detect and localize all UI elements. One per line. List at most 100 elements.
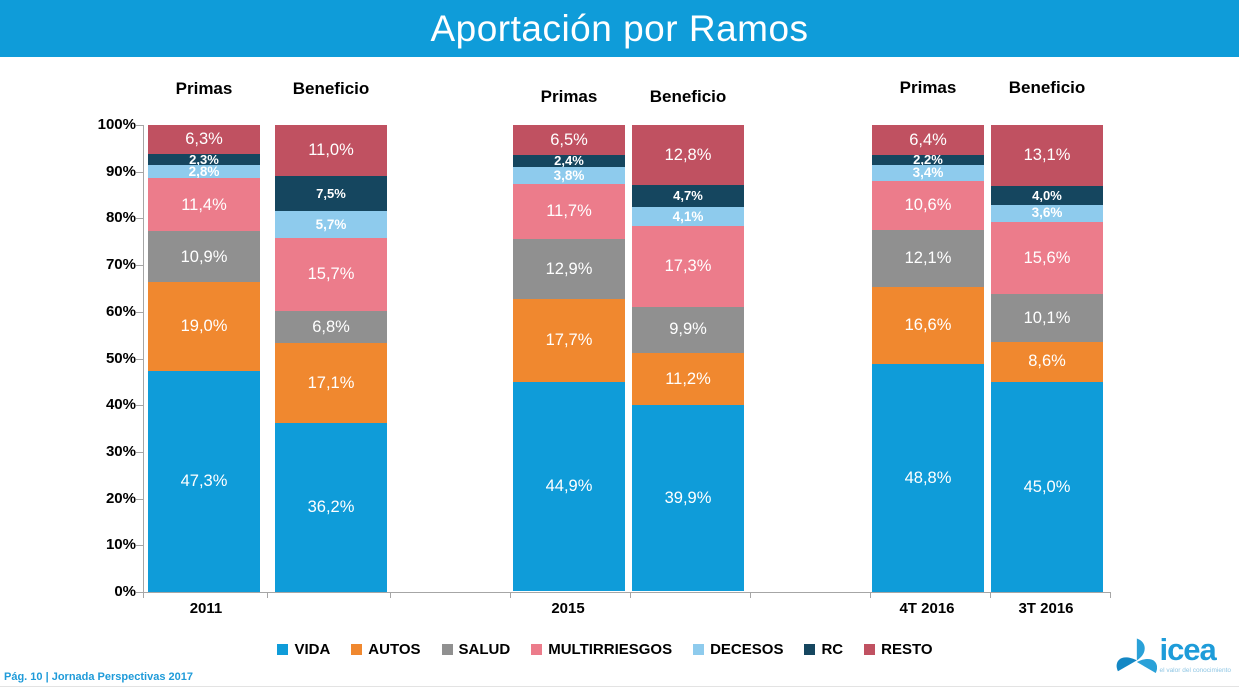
bar-header-label: Beneficio [649,87,727,106]
segment-value-label: 6,4% [909,130,947,149]
segment-value-label: 12,8% [664,145,712,164]
y-axis-tick-label: 0% [114,583,136,600]
y-axis-tick-label: 80% [105,209,136,227]
x-axis-tick [390,592,391,598]
bar-2011-primas: 6,3% 2,3% 2,8% 11,4% 10,9% 19,0% 47,3% [148,125,260,592]
legend-swatch-icon [804,644,816,655]
y-axis-tick-label: 20% [105,489,136,507]
x-axis-tick [143,592,144,598]
icea-logo-text: icea [1159,632,1216,667]
segment-value-label: 7,5% [316,186,346,202]
footer-divider [0,686,1239,687]
segment-value-label: 45,0% [1023,477,1071,496]
segment-value-label: 4,7% [673,188,703,204]
segment-value-label: 3,4% [912,165,944,181]
x-axis-category-label: 3T 2016 [1018,600,1074,617]
segment-decesos: 3,4% [872,165,984,181]
legend-swatch-icon [864,644,876,655]
icea-logo-tagline: el valor del conocimiento [1159,667,1231,674]
segment-rc: 2,4% [513,154,625,167]
x-axis-tick [1110,592,1111,598]
segment-decesos: 3,8% [513,166,625,185]
segment-vida: 45,0% [991,381,1103,592]
bar-header-label: Beneficio [292,79,370,98]
segment-value-label: 17,1% [307,373,355,392]
segment-multirriesgos: 15,7% [275,237,387,312]
segment-value-label: 15,7% [307,265,355,284]
segment-vida: 44,9% [513,381,625,592]
segment-value-label: 17,7% [545,331,593,350]
segment-value-label: 4,1% [672,208,704,224]
segment-salud: 6,8% [275,311,387,344]
segment-value-label: 44,9% [545,477,593,496]
segment-rc: 2,2% [872,152,984,168]
segment-multirriesgos: 11,7% [513,184,625,239]
segment-value-label: 11,4% [181,195,227,214]
y-axis-tick-label: 60% [105,302,136,320]
segment-decesos: 2,8% [148,163,260,179]
segment-value-label: 2,8% [188,163,220,179]
bar-header-label: Primas [899,78,957,97]
y-axis-tick [136,265,143,267]
legend-label: VIDA [294,641,331,658]
segment-rc: 4,7% [632,184,744,207]
y-axis-tick [136,218,143,220]
bar-header-label: Primas [175,79,233,98]
x-axis-tick [267,592,268,598]
segment-value-label: 4,0% [1032,188,1062,203]
legend-item-multirriesgos: MULTIRRIESGOS [531,641,672,658]
segment-value-label: 15,6% [1023,248,1071,267]
y-axis-tick [136,498,143,500]
legend-label: AUTOS [368,641,421,658]
legend-label: RESTO [881,641,933,658]
segment-autos: 17,7% [513,299,625,382]
page-title: Aportación por Ramos [430,7,809,49]
segment-autos: 19,0% [148,282,260,372]
segment-autos: 17,1% [275,343,387,423]
x-axis-tick [990,592,991,598]
segment-value-label: 3,8% [553,167,585,183]
segment-decesos: 5,7% [275,211,387,238]
y-axis-tick [136,171,143,173]
segment-salud: 12,9% [513,238,625,300]
segment-value-label: 11,2% [665,369,711,388]
legend-item-salud: SALUD [441,641,511,658]
segment-decesos: 4,1% [632,206,744,226]
x-axis-tick [510,592,511,598]
segment-value-label: 6,3% [185,130,223,149]
segment-salud: 9,9% [632,306,744,353]
segment-resto: 6,3% [148,125,260,155]
legend-swatch-icon [693,644,705,655]
bar-2011-beneficio: 11,0% 7,5% 5,7% 15,7% 6,8% 17,1% 36,2% [275,125,387,592]
legend-item-resto: RESTO [864,641,933,658]
x-axis-tick [870,592,871,598]
x-axis-category-label: 2015 [551,600,585,617]
segment-vida: 36,2% [275,422,387,592]
segment-resto: 11,0% [275,125,387,177]
x-axis-tick [630,592,631,598]
y-axis-tick [136,451,143,453]
y-axis-tick [136,311,143,313]
segment-value-label: 17,3% [664,256,712,275]
y-axis-tick-label: 30% [105,442,136,460]
segment-value-label: 2,2% [913,152,943,168]
segment-multirriesgos: 11,4% [148,178,260,232]
legend-label: SALUD [458,641,511,658]
segment-rc: 2,3% [148,153,260,166]
x-axis-line [143,592,1110,593]
segment-autos: 11,2% [632,352,744,406]
y-axis-tick [136,358,143,360]
segment-autos: 16,6% [872,286,984,365]
segment-value-label: 12,1% [904,249,952,268]
x-axis-category-label: 2011 [189,600,223,617]
x-axis-category-label: 4T 2016 [899,600,955,617]
legend-label: MULTIRRIESGOS [548,641,673,658]
y-axis-line [143,125,144,592]
legend-item-decesos: DECESOS [693,641,783,658]
icea-pinwheel-icon [1117,638,1158,673]
segment-value-label: 6,8% [312,317,350,336]
segment-value-label: 11,0% [308,141,354,160]
segment-value-label: 10,9% [180,247,228,266]
bar-4T2016-primas: 6,4% 2,2% 3,4% 10,6% 12,1% 16,6% 48,8% [872,125,984,592]
